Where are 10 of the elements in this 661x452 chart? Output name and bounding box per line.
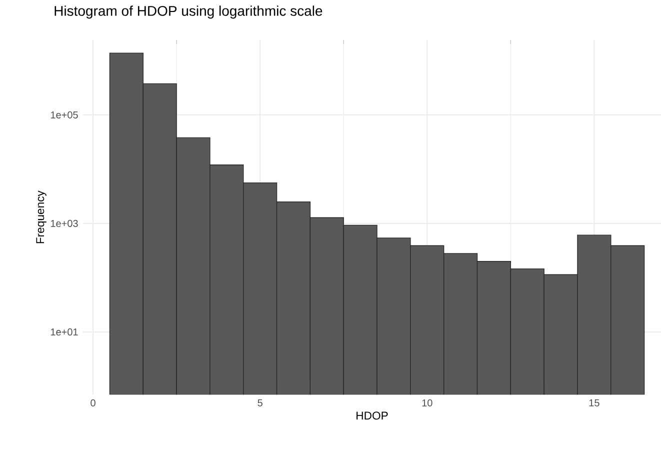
- x-tick-label: 5: [258, 399, 262, 406]
- x-tick-label: 0: [90, 399, 96, 406]
- y-tick-label: 1e+05: [50, 111, 78, 118]
- x-tick-label: 15: [589, 399, 600, 406]
- y-tick-label: 1e+01: [50, 328, 78, 336]
- x-tick-label: 10: [422, 399, 432, 406]
- x-axis-title: HDOP: [356, 412, 388, 420]
- y-axis-title: Frequency: [36, 190, 46, 244]
- chart-title: Histogram of HDOP using logarithmic scale: [54, 6, 322, 19]
- y-tick-label: 1e+03: [50, 220, 78, 227]
